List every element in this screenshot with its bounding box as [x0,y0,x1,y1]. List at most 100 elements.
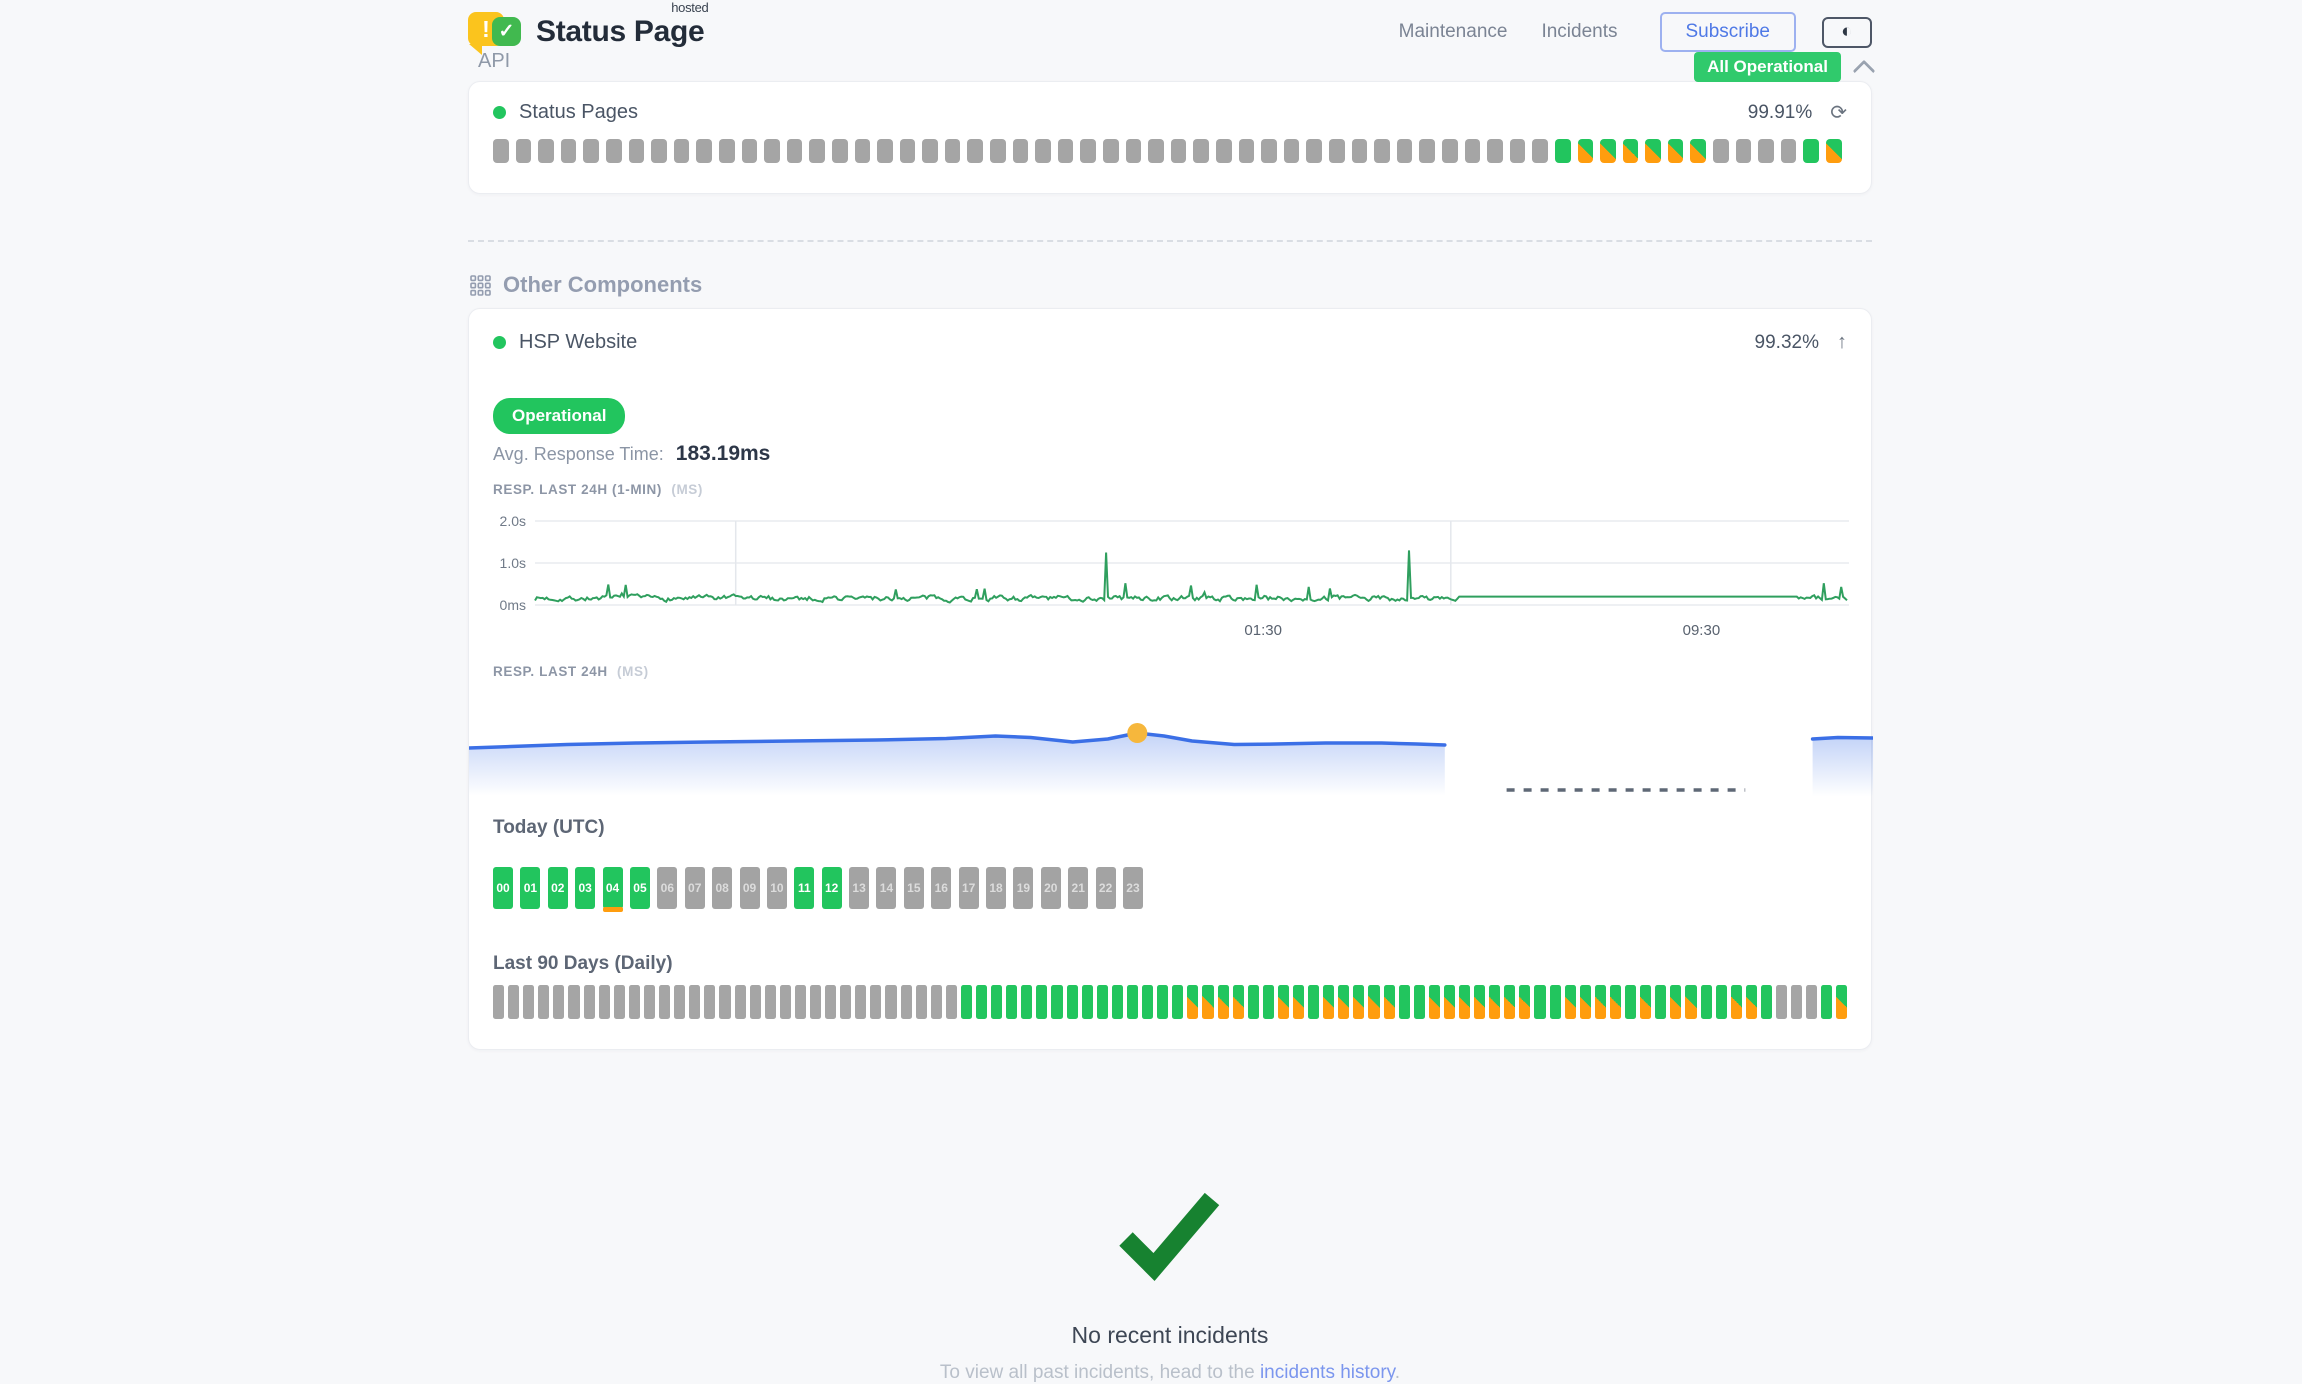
daily-bar [1081,985,1093,1019]
daily-bar [825,985,837,1019]
chevron-up-icon[interactable] [1852,59,1876,82]
main-content: All Operational API Status Pages 99.91% … [467,0,1876,1384]
daily-bar [915,985,927,1019]
daily-bar [1700,985,1712,1019]
uptime-bar [1780,139,1797,163]
uptime-bar [1216,139,1232,163]
subscribe-button[interactable]: Subscribe [1659,12,1796,52]
uptime-bar [651,139,667,163]
app-logo[interactable]: ! ✓ Status Page hosted [468,0,709,55]
daily-bar [1277,985,1289,1019]
incidents-footer: No recent incidents To view all past inc… [468,1185,1872,1384]
daily-bar [1821,985,1833,1019]
daily-bar [809,985,822,1019]
all-operational-badge: All Operational [1694,52,1841,82]
header: ! ✓ Status Page hosted Maintenance Incide… [0,0,2302,64]
daily-bar [523,985,535,1019]
last-90-days-title: Last 90 Days (Daily) [493,953,673,974]
uptime-bar [922,139,938,163]
daily-bar [1051,985,1063,1019]
daily-bar [1006,985,1018,1019]
hour-block-04: 04 [602,867,623,912]
daily-bar [1247,985,1259,1019]
uptime-bar [1306,139,1322,163]
daily-bar [779,985,791,1019]
uptime-bar [583,139,599,163]
operational-badge: Operational [493,398,626,434]
uptime-bar [1577,139,1594,163]
uptime-bar [1193,139,1209,163]
brand-superscript: hosted [671,0,709,15]
uptime-bar [673,139,690,163]
daily-bar [553,985,565,1019]
uptime-bar [1735,139,1752,163]
daily-bar [991,985,1003,1019]
daily-bar [840,985,852,1019]
uptime-bar [1374,139,1390,163]
chart1-unit: (MS) [671,482,703,497]
uptime-bar [1351,139,1368,163]
daily-bar [1670,985,1682,1019]
grid-icon [470,274,491,296]
uptime-bar [628,139,645,163]
incidents-history-link[interactable]: incidents history [1259,1362,1395,1383]
uptime-bar [1464,139,1481,163]
nav-item-maintenance[interactable]: Maintenance [1398,21,1508,42]
daily-bar [1806,985,1818,1019]
uptime-bar [605,139,622,163]
daily-bar [1111,985,1123,1019]
daily-bar [885,985,897,1019]
incidents-subtitle: To view all past incidents, head to the … [468,1362,1872,1384]
daily-bar [643,985,656,1019]
daily-bar [613,985,625,1019]
daily-bar [1504,985,1516,1019]
daily-bar [493,985,505,1019]
scroll-top-arrow-icon[interactable]: ↑ [1837,331,1847,353]
daily-bar [764,985,776,1019]
chart1-label: RESP. LAST 24H (1-MIN) [493,482,662,497]
uptime-bar [1035,139,1051,163]
theme-toggle-button[interactable]: ◐ [1822,16,1872,48]
daily-bar [1609,985,1622,1019]
refresh-icon[interactable]: ⟳ [1830,102,1847,124]
hour-block-22: 22 [1095,867,1116,909]
uptime-bar [1803,139,1820,163]
hour-block-07: 07 [684,867,705,909]
chart2-label: RESP. LAST 24H [493,664,608,679]
hour-block-03: 03 [575,867,596,909]
daily-bar [1519,985,1531,1019]
uptime-bar [1713,139,1729,163]
daily-bar [1383,985,1395,1019]
daily-bar [1745,985,1757,1019]
daily-bar [1443,985,1455,1019]
hour-block-08: 08 [712,867,733,909]
header-nav: Maintenance Incidents [1399,21,1618,43]
uptime-bar [1419,139,1435,163]
other-components-title: Other Components [503,272,703,297]
daily-bar [1368,985,1380,1019]
logo-icon: ! ✓ [468,9,524,55]
daily-bar [945,985,957,1019]
daily-bar [1564,985,1576,1019]
hour-block-18: 18 [986,867,1007,909]
daily-bar [1579,985,1591,1019]
nav-item-incidents[interactable]: Incidents [1541,21,1618,42]
uptime-bar [1667,139,1684,163]
uptime-bar [1057,139,1074,163]
daily-bar [1353,985,1365,1019]
uptime-bar [1103,139,1119,163]
daily-bar [1157,985,1169,1019]
hour-block-06: 06 [657,867,678,909]
chart2-unit: (MS) [617,664,649,679]
api-section-title: API [478,50,511,72]
uptime-bar [696,139,712,163]
daily-bar [1262,985,1274,1019]
hour-block-14: 14 [876,867,897,909]
daily-bar [1202,985,1214,1019]
daily-bar [1459,985,1471,1019]
daily-bar [1172,985,1184,1019]
daily-bar [704,985,716,1019]
subtitle-prefix: To view all past incidents, head to the [939,1362,1260,1383]
response-time-area-chart [467,703,1875,803]
check-square-icon: ✓ [492,17,521,46]
